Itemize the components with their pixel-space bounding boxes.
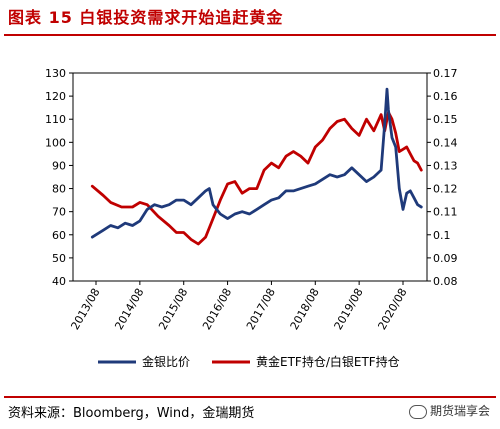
plot-frame	[72, 72, 428, 282]
y-right-tick-label: 0.11	[433, 206, 458, 219]
x-tick-label: 2016/08	[200, 286, 234, 332]
y-left-tick-label: 50	[52, 252, 66, 265]
legend-label: 黄金ETF持仓/白银ETF持仓	[256, 354, 400, 369]
y-right-tick-label: 0.13	[433, 159, 458, 172]
chart-legend: 金银比价 黄金ETF持仓/白银ETF持仓	[98, 354, 400, 369]
x-tick-label: 2015/08	[156, 286, 190, 332]
y-left-tick-label: 110	[45, 113, 66, 126]
y-left-tick-label: 100	[45, 136, 66, 149]
chart-title: 图表 15 白银投资需求开始追赶黄金	[8, 8, 284, 27]
legend-label: 金银比价	[142, 354, 190, 369]
y-left-tick-label: 60	[52, 229, 66, 242]
y-right-tick-label: 0.08	[433, 275, 458, 288]
y-left-tick-label: 120	[45, 90, 66, 103]
y-left-tick-label: 40	[52, 275, 66, 288]
x-tick-label: 2014/08	[112, 286, 146, 332]
watermark: 期货瑞享会	[408, 402, 490, 419]
chart-series	[90, 87, 423, 246]
title-rule	[4, 34, 496, 36]
footer-rule	[4, 396, 496, 398]
y-left-tick-label: 70	[52, 206, 66, 219]
y-right-tick-label: 0.09	[433, 252, 458, 265]
source-note: 资料来源：Bloomberg，Wind，金瑞期货	[8, 406, 255, 421]
gold-silver-ratio-line	[90, 87, 423, 239]
wechat-icon	[408, 404, 427, 419]
x-tick-label: 2017/08	[244, 286, 278, 332]
y-right-tick-label: 0.15	[433, 113, 458, 126]
y-left-tick-label: 80	[52, 183, 66, 196]
x-tick-label: 2018/08	[288, 286, 322, 332]
x-tick-label: 2019/08	[332, 286, 366, 332]
chart: 40 50 60 70 80 90 100 110 120 130 0.08 0.09 0.1 0.11 0…	[45, 67, 458, 369]
y-left-tick-label: 90	[52, 159, 66, 172]
x-tick-label: 2020/08	[375, 286, 409, 332]
x-tick-label: 2013/08	[68, 286, 102, 332]
y-right-tick-label: 0.1	[433, 229, 451, 242]
y-right-tick-label: 0.12	[433, 183, 458, 196]
y-right-tick-label: 0.14	[433, 136, 458, 149]
y-right-tick-label: 0.17	[433, 67, 458, 80]
y-right-tick-label: 0.16	[433, 90, 458, 103]
etf-holdings-ratio-line	[90, 110, 423, 246]
y-left-tick-label: 130	[45, 67, 66, 80]
watermark-text: 期货瑞享会	[429, 404, 490, 418]
